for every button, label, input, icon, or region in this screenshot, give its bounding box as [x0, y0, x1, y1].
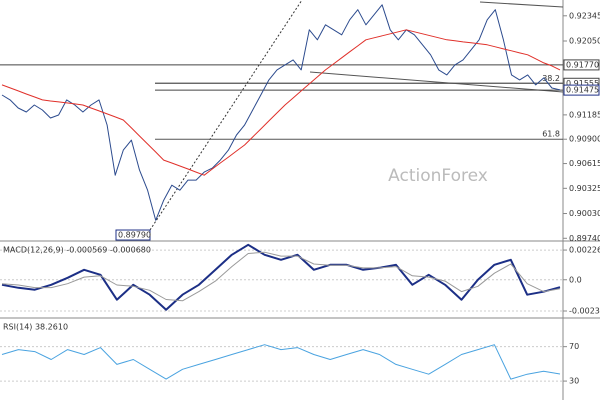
- fib-label: 61.8: [542, 130, 560, 139]
- series-line: [1, 344, 561, 380]
- fib-label: 38.2: [542, 74, 560, 83]
- trend-line: [479, 1, 564, 8]
- panel-title: RSI(14) 38.2610: [3, 323, 68, 332]
- trend-line: [309, 71, 564, 93]
- y-tick-label: 0.0: [569, 275, 582, 284]
- low-label: 0.89790: [118, 231, 151, 240]
- panel-title: MACD(12,26,9) -0.000569 -0.000680: [3, 246, 151, 255]
- y-tick-label: 0.92345: [569, 11, 600, 20]
- level-label: 0.91770: [566, 60, 599, 69]
- y-tick-label: 30: [569, 377, 579, 386]
- watermark: ActionForex: [388, 166, 488, 186]
- y-tick-label: -0.002379: [569, 306, 600, 315]
- level-label: 0.91475: [566, 86, 599, 95]
- y-tick-label: 0.002262: [569, 246, 600, 255]
- level-box: [563, 59, 600, 71]
- series-line: [1, 29, 561, 176]
- series-line: [1, 243, 561, 311]
- y-tick-label: 0.90325: [569, 184, 600, 193]
- y-tick-label: 0.91185: [569, 110, 600, 119]
- trend-line: [149, 0, 303, 231]
- low-box: [115, 229, 151, 241]
- level-box: [563, 84, 600, 96]
- y-tick-label: 70: [569, 342, 579, 351]
- level-label: 0.91555: [566, 79, 599, 88]
- series-line: [1, 251, 561, 302]
- y-tick-label: 0.92050: [569, 36, 600, 45]
- y-tick-label: 0.90900: [569, 135, 600, 144]
- series-line: [1, 4, 561, 221]
- y-tick-label: 0.90615: [569, 159, 600, 168]
- y-tick-label: 0.89740: [569, 234, 600, 243]
- y-tick-label: 0.90030: [569, 209, 600, 218]
